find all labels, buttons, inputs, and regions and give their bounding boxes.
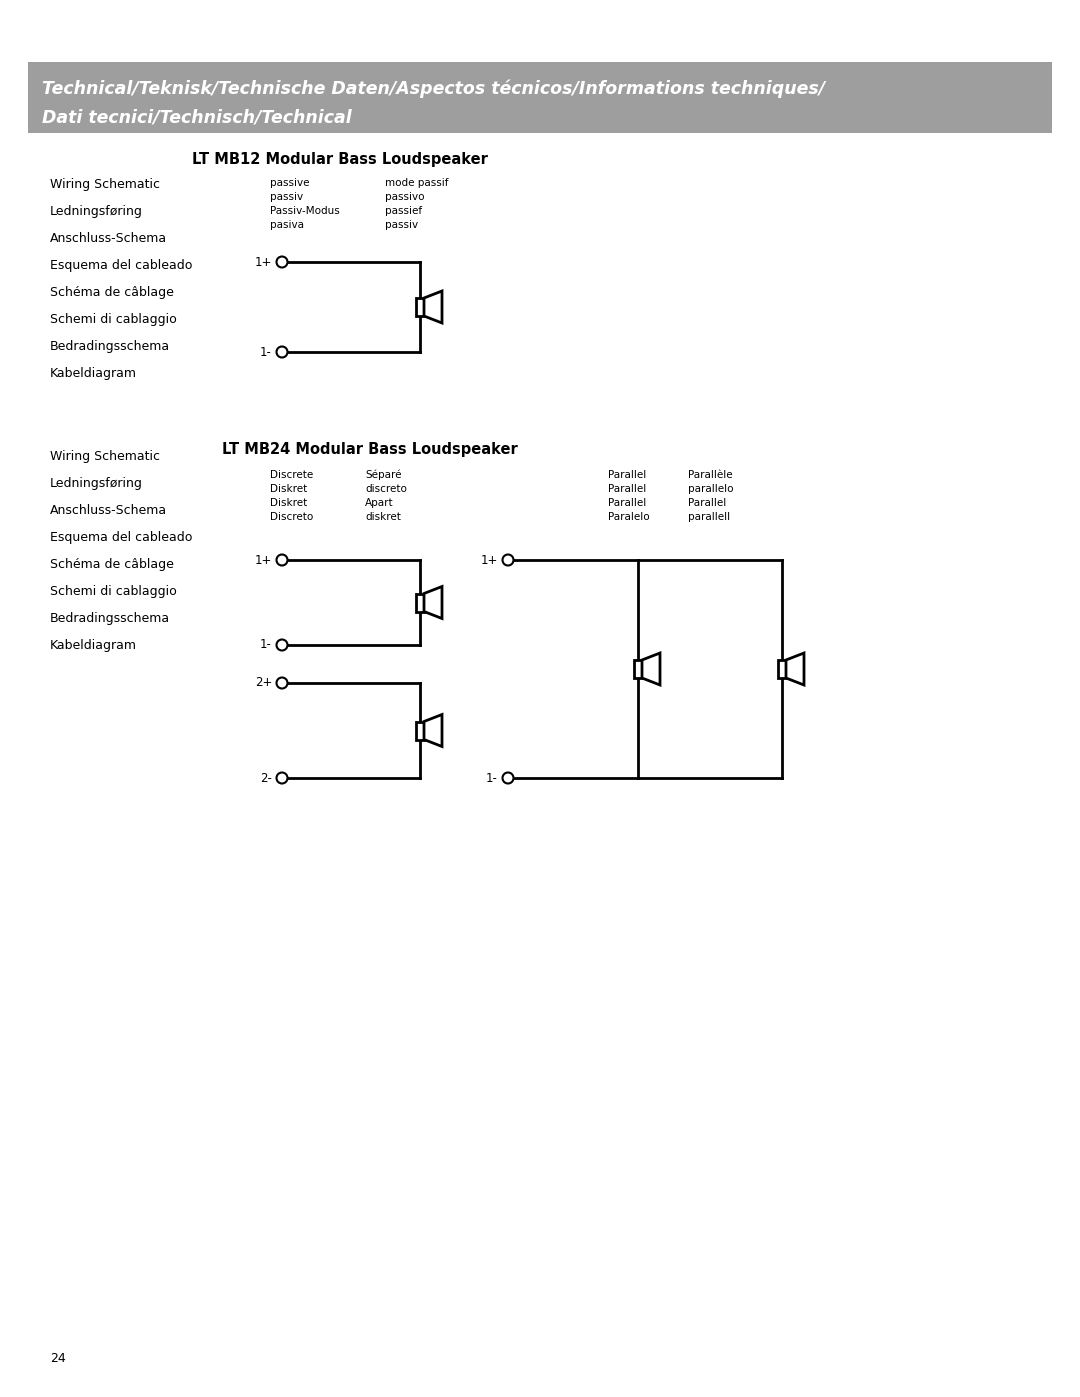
Text: 2-: 2-: [260, 771, 272, 785]
Text: 1+: 1+: [481, 553, 498, 567]
Text: Schemi di cablaggio: Schemi di cablaggio: [50, 313, 177, 326]
Text: Esquema del cableado: Esquema del cableado: [50, 531, 192, 543]
Polygon shape: [642, 652, 660, 685]
Bar: [416, 594, 424, 612]
Text: Discrete
Diskret
Diskret
Discreto: Discrete Diskret Diskret Discreto: [270, 469, 313, 522]
Text: 1+: 1+: [255, 256, 272, 268]
Text: passive
passiv
Passiv-Modus
pasiva: passive passiv Passiv-Modus pasiva: [270, 177, 340, 231]
Bar: [634, 659, 642, 678]
Text: Kabeldiagram: Kabeldiagram: [50, 367, 137, 380]
Polygon shape: [424, 714, 442, 746]
Polygon shape: [424, 291, 442, 323]
Text: Schemi di cablaggio: Schemi di cablaggio: [50, 585, 177, 598]
Text: Dati tecnici/Technisch/Technical: Dati tecnici/Technisch/Technical: [42, 108, 352, 126]
Circle shape: [502, 773, 513, 784]
Bar: [416, 298, 424, 316]
Circle shape: [276, 346, 287, 358]
Bar: [416, 721, 424, 739]
Text: Schéma de câblage: Schéma de câblage: [50, 557, 174, 571]
Text: 2+: 2+: [255, 676, 272, 690]
Text: Parallèle
parallelo
Parallel
parallell: Parallèle parallelo Parallel parallell: [688, 469, 733, 522]
Text: Wiring Schematic: Wiring Schematic: [50, 450, 160, 462]
Text: Parallel
Parallel
Parallel
Paralelo: Parallel Parallel Parallel Paralelo: [608, 469, 650, 522]
Circle shape: [276, 678, 287, 689]
Bar: [28, 61, 1052, 133]
Circle shape: [276, 640, 287, 651]
Text: Technical/Teknisk/Technische Daten/Aspectos técnicos/Informations techniques/: Technical/Teknisk/Technische Daten/Aspec…: [42, 80, 825, 99]
Text: 1-: 1-: [260, 638, 272, 651]
Text: 1-: 1-: [486, 771, 498, 785]
Text: LT MB12 Modular Bass Loudspeaker: LT MB12 Modular Bass Loudspeaker: [192, 152, 488, 168]
Circle shape: [276, 773, 287, 784]
Text: Ledningsføring: Ledningsføring: [50, 205, 143, 218]
Text: Ledningsføring: Ledningsføring: [50, 476, 143, 490]
Text: Anschluss-Schema: Anschluss-Schema: [50, 504, 167, 517]
Polygon shape: [424, 587, 442, 619]
Text: Esquema del cableado: Esquema del cableado: [50, 258, 192, 272]
Circle shape: [502, 555, 513, 566]
Bar: [778, 659, 786, 678]
Text: 1+: 1+: [255, 553, 272, 567]
Text: LT MB24 Modular Bass Loudspeaker: LT MB24 Modular Bass Loudspeaker: [222, 441, 518, 457]
Text: Séparé
discreto
Apart
diskret: Séparé discreto Apart diskret: [365, 469, 407, 522]
Polygon shape: [786, 652, 804, 685]
Text: Schéma de câblage: Schéma de câblage: [50, 286, 174, 299]
Text: 1-: 1-: [260, 345, 272, 359]
Text: Bedradingsschema: Bedradingsschema: [50, 339, 171, 353]
Text: mode passif
passivo
passief
passiv: mode passif passivo passief passiv: [384, 177, 448, 231]
Text: 24: 24: [50, 1352, 66, 1365]
Text: Bedradingsschema: Bedradingsschema: [50, 612, 171, 624]
Text: Kabeldiagram: Kabeldiagram: [50, 638, 137, 652]
Text: Anschluss-Schema: Anschluss-Schema: [50, 232, 167, 244]
Circle shape: [276, 257, 287, 267]
Circle shape: [276, 555, 287, 566]
Text: Wiring Schematic: Wiring Schematic: [50, 177, 160, 191]
